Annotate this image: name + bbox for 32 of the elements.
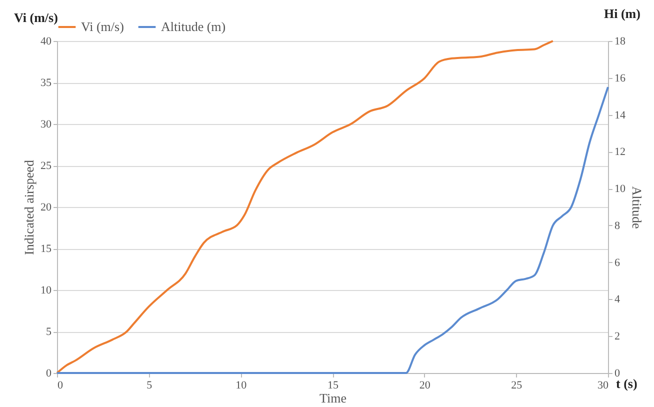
- y-tick-label: 40: [40, 36, 52, 48]
- y2-tick-label: 2: [614, 330, 620, 343]
- y-tick-label: 35: [40, 77, 52, 89]
- y-tick-label: 5: [46, 326, 52, 338]
- text: Vi (m/s): [14, 10, 58, 26]
- y2-tick-label: 16: [614, 72, 626, 84]
- y2-tick-label: 12: [614, 146, 626, 158]
- y2-tick-label: 18: [614, 36, 626, 48]
- x-tick-label: 0: [58, 380, 64, 392]
- y-tick-label: 10: [40, 284, 52, 296]
- y-tick-label: 30: [40, 118, 52, 130]
- legend-label: Altitude (m): [161, 19, 226, 34]
- text: Hi (m): [604, 6, 640, 22]
- y2-tick-label: 6: [614, 256, 620, 269]
- y2-tick-label: 4: [614, 294, 620, 306]
- y2-axis-title: Altitude: [630, 186, 644, 230]
- x-tick-label: 30: [598, 380, 609, 392]
- y-tick-label: 25: [40, 160, 52, 172]
- x-tick-label: 20: [419, 380, 431, 392]
- y2-tick-label: 10: [614, 183, 626, 196]
- y-tick-label: 20: [40, 202, 52, 214]
- y-tick-label: 15: [40, 243, 52, 255]
- x-tick-label: 5: [146, 380, 153, 392]
- x-tick-label: 10: [236, 380, 248, 392]
- y-axis-title: Indicated airspeed: [22, 160, 36, 255]
- x-axis-title: Time: [320, 390, 347, 406]
- x-tick-label: 15: [328, 380, 339, 392]
- y2-tick-label: 8: [614, 220, 620, 232]
- y-tick-label: 0: [46, 368, 52, 380]
- legend-label: Vi (m/s): [81, 19, 124, 34]
- y2-tick-label: 14: [614, 109, 626, 122]
- x-tick-label: 25: [511, 380, 523, 392]
